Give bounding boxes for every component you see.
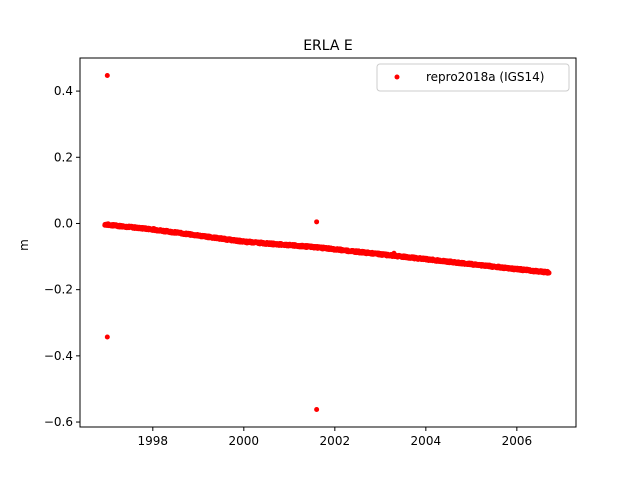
outlier-point bbox=[104, 334, 110, 340]
x-tick-label: 2002 bbox=[320, 434, 351, 448]
data-point bbox=[546, 270, 552, 276]
data-points bbox=[102, 73, 552, 412]
y-axis-label: m bbox=[17, 239, 31, 251]
y-tick-label: 0.4 bbox=[54, 84, 73, 98]
x-tick-label: 2000 bbox=[229, 434, 260, 448]
outlier-point bbox=[314, 219, 320, 225]
y-tick-label: −0.2 bbox=[44, 283, 73, 297]
x-tick-label: 1998 bbox=[138, 434, 169, 448]
legend-marker bbox=[394, 74, 400, 80]
legend-box bbox=[376, 63, 570, 92]
y-tick-label: −0.6 bbox=[44, 415, 73, 429]
outlier-point bbox=[104, 73, 110, 79]
y-tick-label: −0.4 bbox=[44, 349, 73, 363]
x-tick-label: 2006 bbox=[502, 434, 533, 448]
legend: repro2018a (IGS14) bbox=[376, 63, 570, 92]
x-tick-label: 2004 bbox=[411, 434, 442, 448]
y-tick-label: 0.2 bbox=[54, 150, 73, 164]
outlier-point bbox=[391, 250, 397, 256]
x-axis: 1998 2000 2002 2004 2006 bbox=[138, 427, 533, 448]
plot-frame bbox=[79, 57, 577, 428]
y-axis: 0.4 0.2 0.0 −0.2 −0.4 −0.6 bbox=[44, 84, 80, 429]
legend-label: repro2018a (IGS14) bbox=[426, 70, 544, 84]
y-tick-label: 0.0 bbox=[54, 216, 73, 230]
outlier-point bbox=[314, 406, 320, 412]
chart-title: ERLA E bbox=[303, 38, 353, 54]
